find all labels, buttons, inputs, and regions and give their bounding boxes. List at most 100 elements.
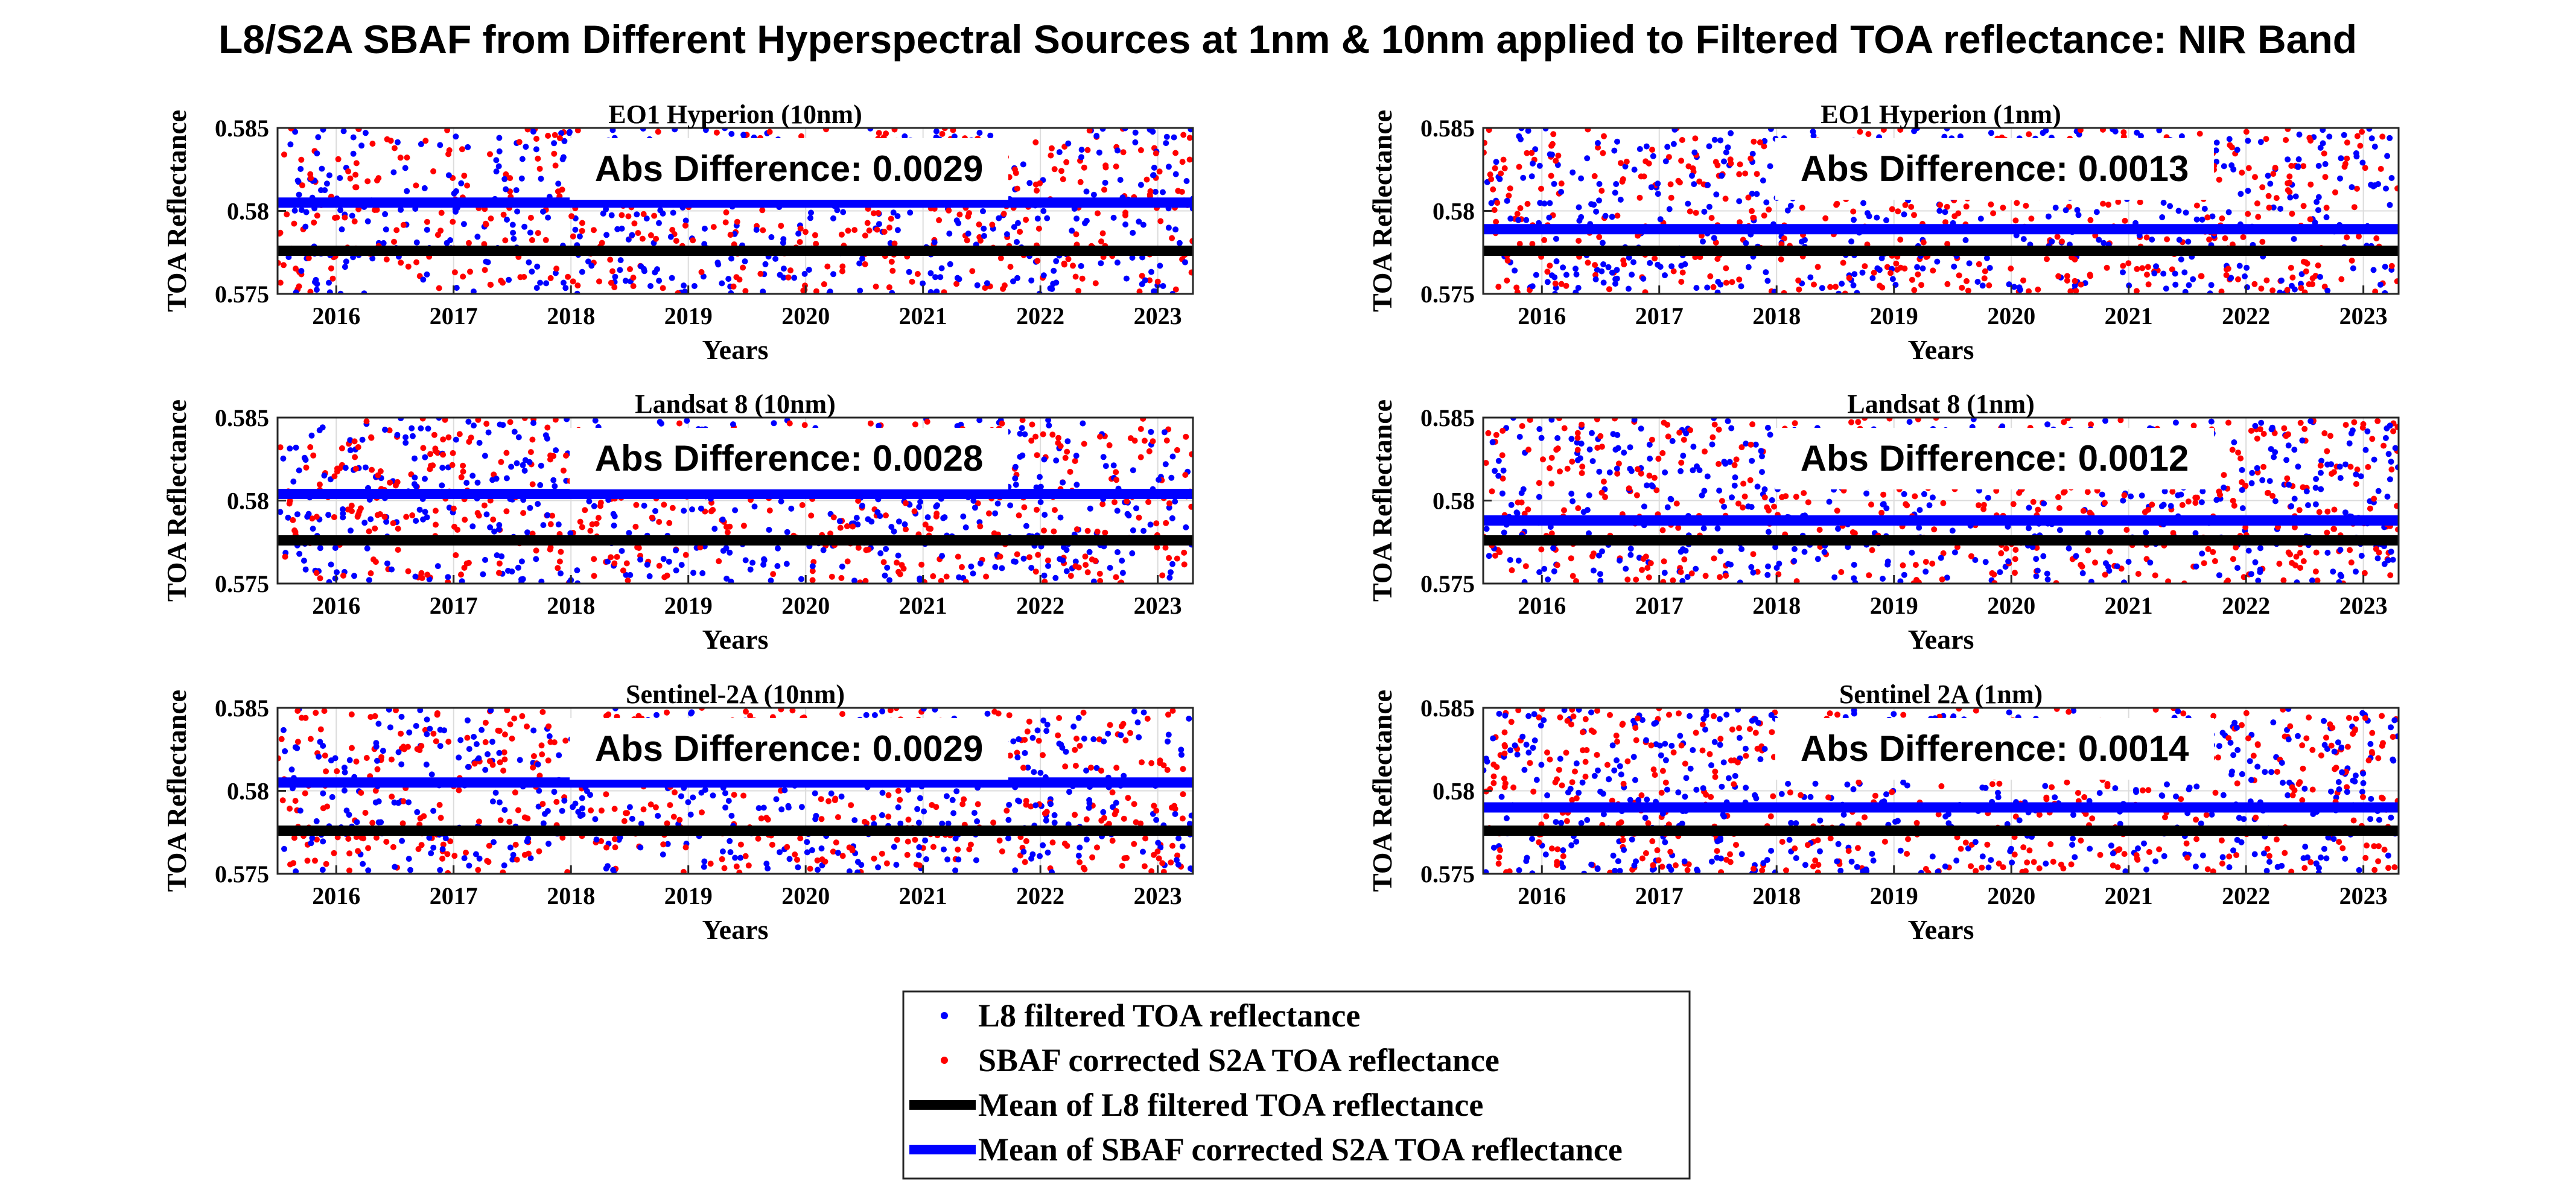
l8-point [1007,502,1014,509]
s2a-point [388,756,395,763]
s2a-point [1146,191,1153,198]
s2a-point [1001,282,1008,288]
s2a-point [966,210,972,217]
s2a-point [1159,860,1166,867]
s2a-point [547,452,554,459]
l8-point [1759,469,1765,476]
l8-point [883,546,889,552]
l8-point [641,268,647,275]
s2a-point [1536,480,1542,486]
s2a-point [912,421,918,428]
s2a-point [1538,546,1545,553]
s2a-point [1646,160,1652,167]
l8-point [643,215,650,222]
l8-point [394,431,401,438]
l8-point [2096,237,2102,243]
l8-point [322,187,328,194]
s2a-point [669,504,676,511]
s2a-point [2190,422,2197,429]
s2a-point [1642,289,1649,294]
l8-point [1121,772,1127,779]
l8-point [418,141,424,147]
s2a-point [999,420,1005,427]
l8-point [533,285,540,291]
s2a-point [460,468,466,475]
l8-point [1839,281,1845,287]
l8-point [558,130,565,136]
l8-point [1754,483,1761,490]
l8-point [1874,214,1880,221]
l8-point [1520,174,1527,181]
s2a-point [2332,189,2338,196]
l8-point [2312,485,2319,491]
l8-point [526,259,532,266]
l8-point [2315,207,2321,214]
l8-point [2320,128,2326,133]
s2a-point [2285,128,2291,132]
s2a-point [627,266,633,272]
l8-point [603,232,610,238]
s2a-point [1499,452,1506,459]
s2a-point [875,210,882,216]
s2a-point [2258,285,2265,292]
s2a-point [323,768,329,775]
s2a-point [1568,555,1574,562]
s2a-point [1122,737,1129,743]
s2a-point [1492,552,1498,559]
l8-point [2315,194,2322,200]
l8-point [323,180,330,187]
l8-point [1183,524,1189,530]
l8-point [2151,270,2158,276]
s2a-point [1525,447,1531,453]
l8-point [417,708,424,713]
l8-point [1787,203,1794,209]
l8-point [2358,473,2364,480]
l8-point [762,261,769,267]
x-tick-label: 2016 [312,592,360,619]
s2a-point [1124,498,1130,504]
s2a-point [967,841,974,848]
x-tick-label: 2020 [781,302,830,329]
l8-point [2193,563,2199,570]
figure-title: L8/S2A SBAF from Different Hyperspectral… [218,17,2357,62]
l8-point [610,511,617,517]
s2a-point [422,138,429,144]
l8-point [728,812,735,819]
l8-point [1020,848,1027,855]
l8-point [1630,259,1636,266]
s2a-point [1140,418,1146,422]
l8-point [916,504,923,510]
s2a-point [913,861,920,868]
s2a-point [1157,757,1163,764]
s2a-point [1179,815,1186,822]
s2a-point [598,838,605,844]
l8-point [1921,491,1927,497]
l8-point [426,835,433,841]
l8-point [728,130,735,137]
s2a-point [1986,282,1992,288]
l8-point [2298,271,2305,278]
s2a-point [740,264,746,271]
s2a-point [1848,419,1854,425]
s2a-point [1696,178,1703,185]
s2a-point [1729,279,1735,285]
s2a-point [851,227,858,234]
s2a-point [655,129,661,135]
s2a-point [2307,181,2314,188]
s2a-point [1188,503,1193,510]
s2a-point [395,526,401,532]
l8-point [681,508,687,514]
s2a-point [766,508,773,514]
l8-point [1863,490,1870,497]
s2a-point [1058,168,1064,174]
l8-point [907,209,914,216]
l8-point [1612,276,1619,282]
s2a-point [2206,236,2213,243]
s2a-point [770,571,777,578]
l8-point [426,576,433,582]
s2a-point [560,467,567,474]
l8-point [2257,139,2264,145]
l8-point [517,757,523,763]
l8-point [1977,215,1984,222]
s2a-point [296,283,302,290]
